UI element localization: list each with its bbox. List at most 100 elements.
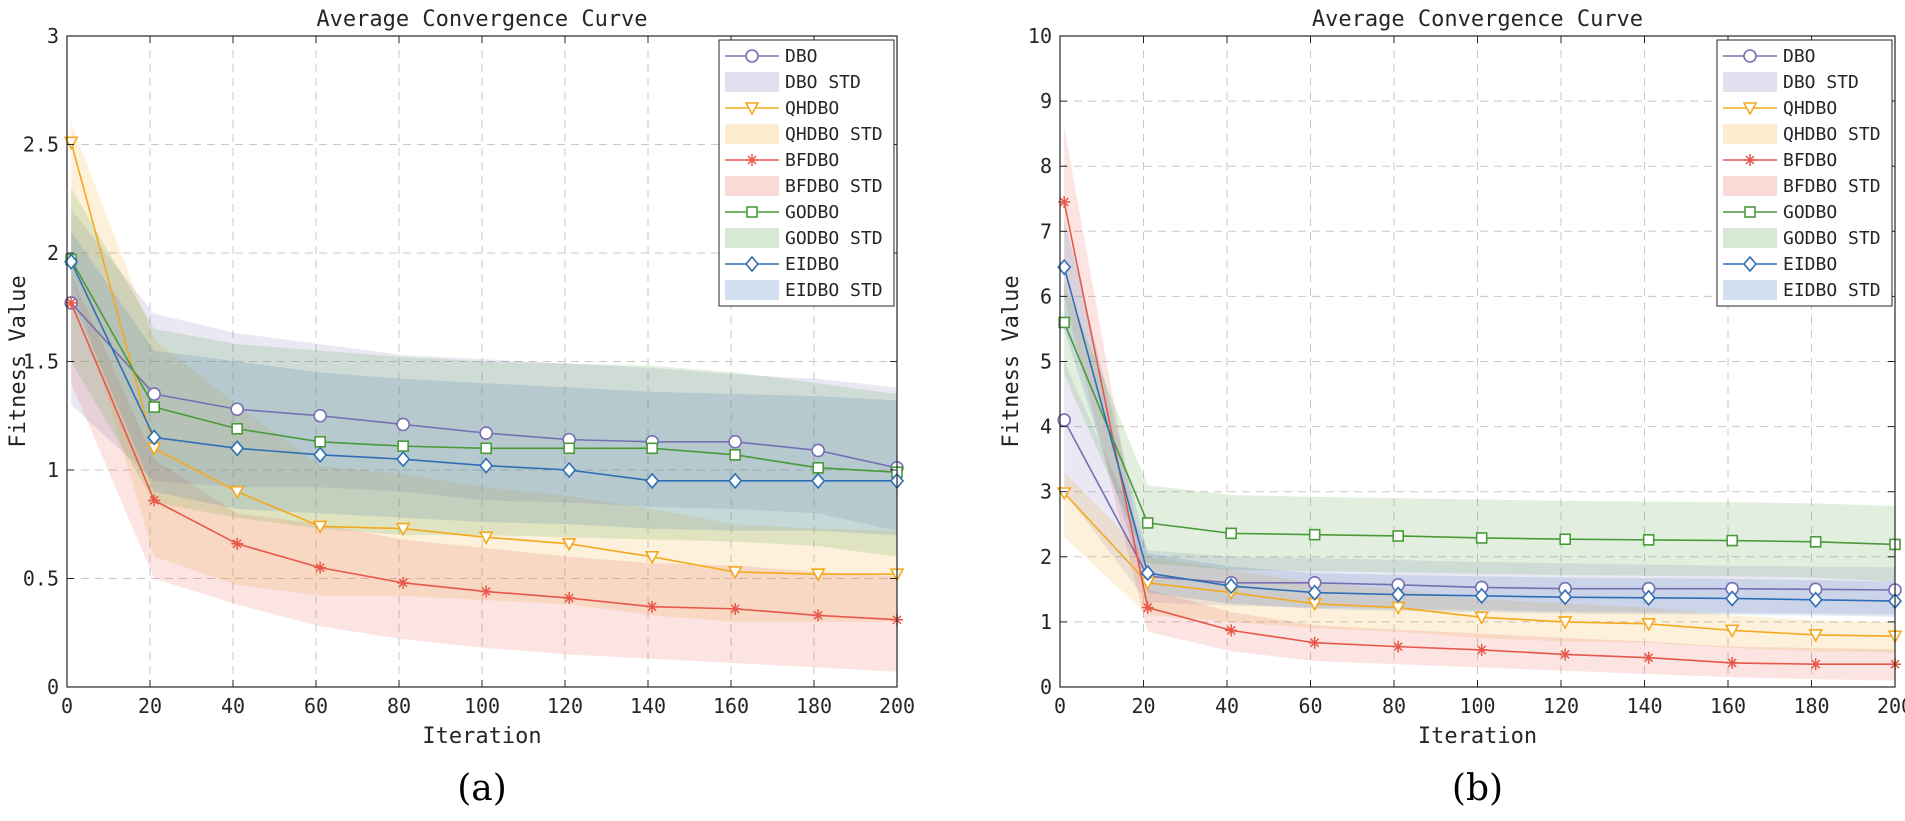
- data-point-godbo: [729, 449, 741, 461]
- y-tick-label: 1: [47, 458, 59, 482]
- legend-swatch-dbo-std: [1723, 72, 1777, 92]
- data-point-bfdbo: [65, 296, 78, 309]
- data-point-dbo: [230, 402, 244, 417]
- data-point-eidbo: [562, 461, 577, 479]
- legend-label-godbo-std: GODBO STD: [785, 228, 883, 249]
- legend-swatch-bfdbo-std: [1723, 176, 1777, 196]
- series-godbo: [1058, 316, 1901, 551]
- y-axis-title: Fitness Value: [999, 275, 1024, 447]
- legend-label-qhdbo: QHDBO: [785, 98, 839, 119]
- data-point-godbo: [1392, 530, 1404, 542]
- legend-label-qhdbo-std: QHDBO STD: [785, 124, 883, 145]
- data-point-bfdbo: [1308, 636, 1321, 649]
- legend-marker-godbo: [746, 206, 758, 218]
- std-band-godbo: [1064, 283, 1895, 582]
- data-point-godbo: [1308, 528, 1321, 541]
- data-point-eidbo: [230, 440, 245, 457]
- data-point-bfdbo: [563, 592, 576, 605]
- data-point-bfdbo: [646, 600, 659, 613]
- x-tick-label: 20: [1131, 694, 1155, 718]
- legend: DBO DBO STD QHDBO QHDBO STD BFDBO BFDBO STD GO…: [1716, 39, 1893, 307]
- data-point-dbo: [396, 417, 410, 432]
- y-tick-label: 1.5: [23, 350, 59, 374]
- legend-marker-qhdbo: [744, 102, 760, 116]
- y-tick-label: 6: [1040, 284, 1052, 308]
- y-tick-label: 8: [1040, 154, 1052, 178]
- x-tick-label: 120: [1543, 694, 1579, 718]
- legend-label-bfdbo-std: BFDBO STD: [1783, 176, 1881, 197]
- legend-marker-dbo: [745, 49, 759, 63]
- data-point-dbo: [1057, 413, 1071, 427]
- y-tick-label: 10: [1028, 24, 1052, 48]
- x-tick-label: 0: [1054, 694, 1066, 718]
- grid: [67, 36, 897, 687]
- data-point-dbo: [147, 387, 161, 401]
- data-point-qhdbo: [1641, 618, 1657, 632]
- legend-label-godbo: GODBO: [1783, 202, 1837, 223]
- legend-label-eidbo-std: EIDBO STD: [1783, 280, 1881, 301]
- data-point-bfdbo: [1809, 658, 1822, 671]
- data-point-eidbo: [728, 472, 743, 490]
- data-point-godbo: [1809, 536, 1822, 548]
- data-point-eidbo: [1808, 591, 1823, 608]
- legend-marker-bfdbo: [746, 154, 758, 166]
- std-band-qhdbo: [1064, 472, 1895, 653]
- legend-swatch-qhdbo-std: [1723, 124, 1777, 144]
- legend-marker-bfdbo: [1744, 154, 1756, 166]
- x-axis-title: Iteration: [422, 724, 541, 749]
- chart-title: Average Convergence Curve: [316, 7, 647, 32]
- data-point-bfdbo: [148, 494, 161, 507]
- chart-panel-a: 0 20 40 60 80 100 120 140 160 180 200 0 0.5 1 1.5 2 2.5 3…: [0, 0, 950, 821]
- y-tick-label: 2: [47, 241, 59, 265]
- data-point-qhdbo: [727, 566, 743, 580]
- data-point-godbo: [1726, 534, 1738, 547]
- legend-label-bfdbo: BFDBO: [1783, 150, 1837, 171]
- x-tick-label: 40: [221, 694, 245, 718]
- data-point-eidbo: [1558, 588, 1573, 606]
- data-point-eidbo: [1474, 587, 1489, 605]
- data-point-qhdbo: [644, 550, 660, 565]
- ticks: 0 20 40 60 80 100 120 140 160 180 200 0 0.5 1 1.5 2 2.5 3: [23, 24, 915, 718]
- data-point-bfdbo: [1392, 640, 1405, 653]
- std-band-godbo: [71, 187, 897, 557]
- series-eidbo: [1057, 258, 1903, 610]
- y-tick-label: 4: [1040, 415, 1052, 439]
- data-point-godbo: [1642, 534, 1655, 546]
- std-bands: [71, 122, 897, 672]
- std-band-bfdbo: [1064, 127, 1895, 681]
- data-point-godbo: [646, 442, 658, 455]
- series-qhdbo: [63, 136, 905, 582]
- legend-swatch-dbo-std: [725, 72, 779, 92]
- legend-marker-eidbo: [744, 255, 760, 273]
- data-point-qhdbo: [63, 136, 79, 151]
- data-point-godbo: [1559, 533, 1571, 546]
- y-tick-label: 1: [1040, 610, 1052, 634]
- data-point-eidbo: [1725, 590, 1740, 607]
- data-point-dbo: [811, 443, 825, 458]
- data-point-eidbo: [1391, 586, 1406, 603]
- data-point-bfdbo: [480, 585, 493, 598]
- data-point-godbo: [1475, 532, 1488, 544]
- y-tick-label: 3: [1040, 480, 1052, 504]
- data-point-qhdbo: [1808, 629, 1824, 643]
- x-tick-label: 100: [464, 694, 500, 718]
- legend-label-bfdbo-std: BFDBO STD: [785, 176, 883, 197]
- data-point-qhdbo: [1557, 616, 1573, 630]
- data-point-bfdbo: [1642, 651, 1655, 664]
- data-point-qhdbo: [561, 537, 577, 552]
- chart-title: Average Convergence Curve: [1312, 7, 1643, 32]
- data-point-eidbo: [645, 472, 660, 490]
- data-point-godbo: [231, 422, 243, 435]
- x-tick-label: 80: [1382, 694, 1406, 718]
- x-tick-label: 140: [1626, 694, 1662, 718]
- y-tick-label: 0: [47, 675, 59, 699]
- y-axis-title: Fitness Value: [6, 275, 31, 447]
- x-tick-label: 140: [630, 694, 666, 718]
- std-band-dbo: [71, 209, 897, 531]
- data-point-godbo: [314, 435, 326, 448]
- y-tick-label: 9: [1040, 89, 1052, 113]
- data-point-eidbo: [811, 472, 826, 490]
- data-point-bfdbo: [1726, 656, 1739, 669]
- legend-label-qhdbo: QHDBO: [1783, 98, 1837, 119]
- data-point-dbo: [728, 434, 742, 449]
